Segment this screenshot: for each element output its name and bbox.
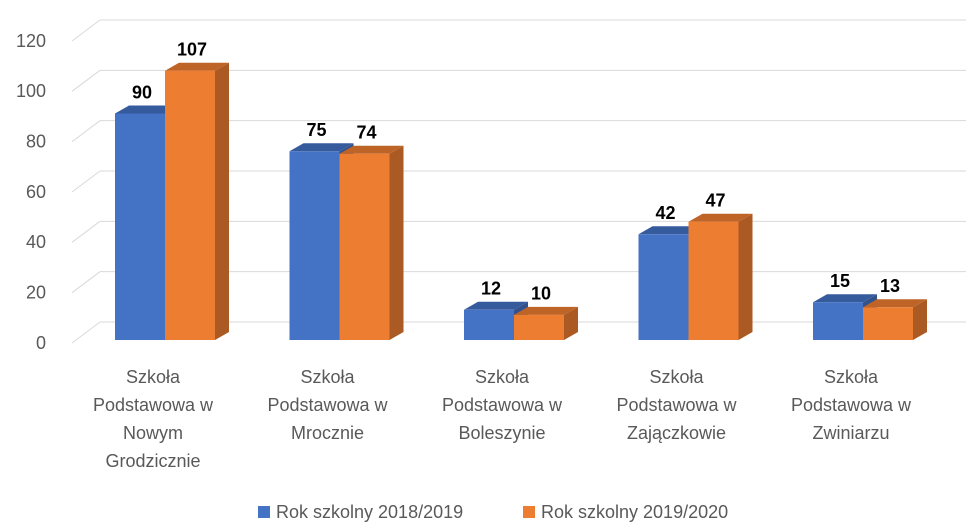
bar-side — [913, 299, 927, 340]
bar — [638, 234, 689, 340]
bar — [813, 302, 863, 340]
x-tick-label: Szkoła Podstawowa w Zajączkowie — [616, 367, 737, 443]
legend-label: Rok szkolny 2018/2019 — [276, 502, 463, 522]
y-tick-label: 120 — [16, 31, 46, 51]
data-label: 107 — [177, 39, 207, 59]
data-label: 12 — [481, 279, 501, 299]
bar-side — [389, 145, 404, 340]
y-tick-label: 80 — [26, 131, 46, 151]
bar-top — [813, 294, 877, 303]
legend-swatch — [258, 506, 270, 518]
y-tick-label: 60 — [26, 182, 46, 202]
bar-top — [514, 306, 578, 315]
x-tick-label: Szkoła Podstawowa w Zwiniarzu — [790, 367, 912, 443]
y-tick-label: 100 — [16, 81, 46, 101]
x-tick-label: Szkoła Podstawowa w Boleszynie — [441, 367, 563, 443]
y-tick-label: 20 — [26, 282, 46, 302]
grid-line — [71, 69, 101, 92]
data-label: 74 — [356, 123, 376, 143]
bar — [514, 314, 564, 340]
bar-top — [464, 301, 528, 310]
grid-line — [71, 19, 101, 42]
y-tick-label: 0 — [36, 333, 46, 353]
bar-top — [688, 213, 753, 222]
data-label: 42 — [655, 203, 675, 223]
bar — [863, 307, 913, 340]
legend-swatch — [523, 506, 535, 518]
data-label: 10 — [531, 284, 551, 304]
bar-top — [863, 299, 927, 308]
data-label: 75 — [306, 120, 326, 140]
x-tick-label: Szkoła Podstawowa w Nowym Grodzicznie — [92, 367, 214, 471]
data-label: 13 — [880, 276, 900, 296]
bar — [115, 113, 165, 340]
data-label: 90 — [132, 82, 152, 102]
bar — [688, 221, 739, 340]
bar — [464, 309, 514, 340]
grid-line — [71, 321, 101, 344]
bar-top — [165, 62, 229, 71]
y-tick-label: 40 — [26, 232, 46, 252]
bar — [165, 70, 215, 340]
bar-side — [564, 306, 578, 340]
bar-side — [738, 213, 753, 340]
bar-top — [339, 145, 404, 154]
bar — [339, 153, 390, 340]
x-tick-label: Szkoła Podstawowa w Mrocznie — [267, 367, 388, 443]
bar-top — [289, 143, 354, 152]
data-label: 15 — [830, 271, 850, 291]
bar-side — [215, 62, 229, 340]
data-label: 47 — [705, 190, 725, 210]
bar-top — [638, 226, 703, 235]
bar-top — [115, 105, 179, 114]
grid-line — [71, 271, 101, 294]
grid-line — [71, 220, 101, 243]
grid-line — [71, 120, 101, 143]
grid-line — [71, 170, 101, 193]
bar — [289, 151, 340, 340]
legend-label: Rok szkolny 2019/2020 — [541, 502, 728, 522]
